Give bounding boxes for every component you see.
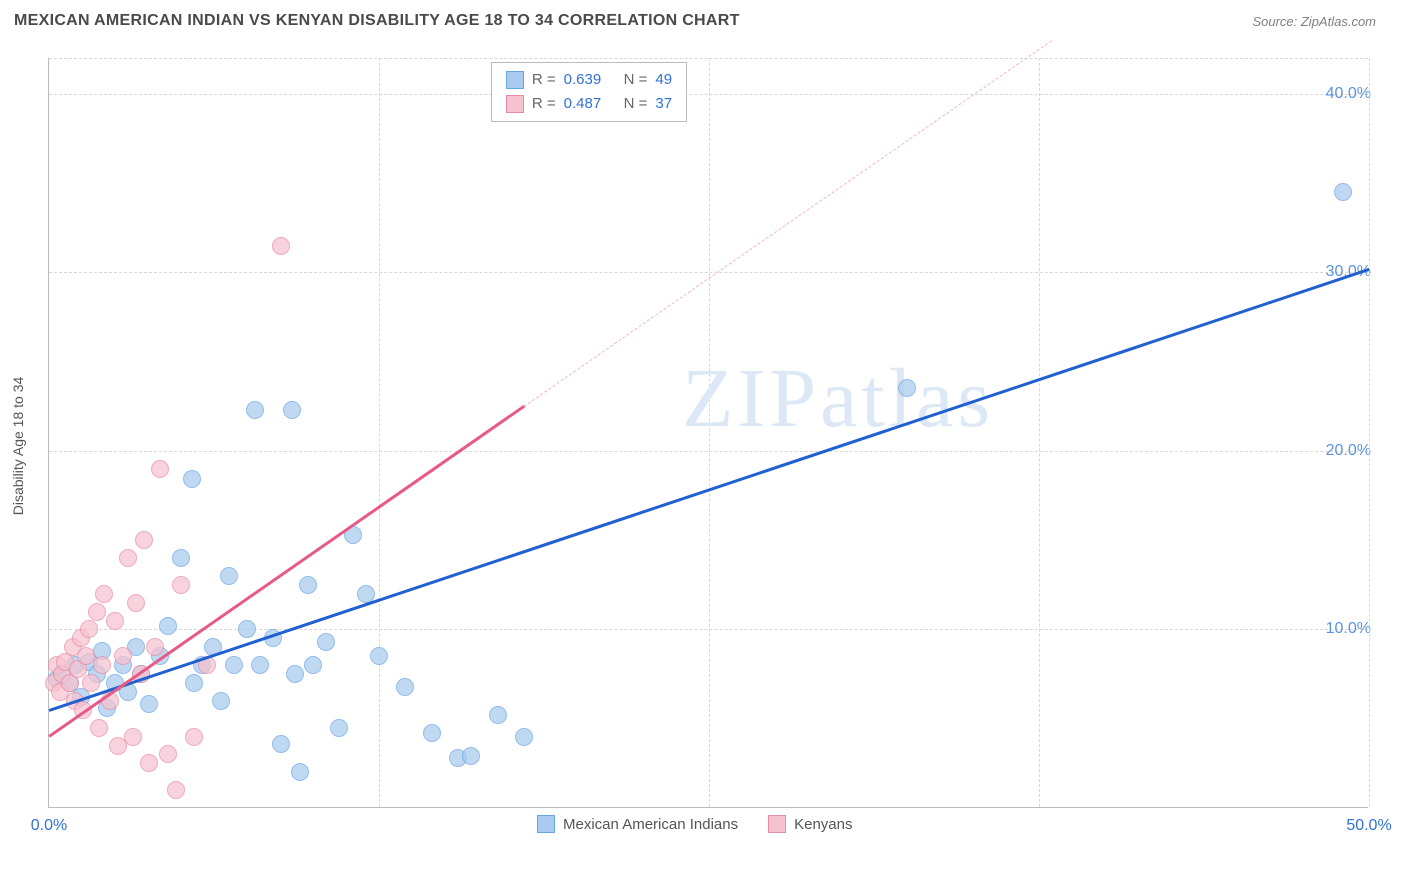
stats-row: R = 0.487 N = 37 xyxy=(506,92,672,116)
scatter-point xyxy=(159,745,177,763)
gridline-v xyxy=(379,58,380,807)
x-tick-label: 50.0% xyxy=(1346,817,1391,835)
scatter-point xyxy=(114,647,132,665)
scatter-point xyxy=(167,781,185,799)
scatter-point xyxy=(151,460,169,478)
scatter-point xyxy=(423,724,441,742)
scatter-point xyxy=(304,656,322,674)
scatter-point xyxy=(93,656,111,674)
scatter-chart: 10.0%20.0%30.0%40.0%0.0%50.0%ZIPatlasR =… xyxy=(48,58,1368,808)
stat-r-label: R = xyxy=(532,68,556,92)
stats-row: R = 0.639 N = 49 xyxy=(506,68,672,92)
scatter-point xyxy=(291,763,309,781)
scatter-point xyxy=(220,567,238,585)
scatter-point xyxy=(251,656,269,674)
scatter-point xyxy=(330,719,348,737)
scatter-point xyxy=(106,612,124,630)
scatter-point xyxy=(88,603,106,621)
stats-box: R = 0.639 N = 49 R = 0.487 N = 37 xyxy=(491,62,687,122)
y-tick-label: 10.0% xyxy=(1291,620,1371,638)
chart-title: MEXICAN AMERICAN INDIAN VS KENYAN DISABI… xyxy=(14,12,740,30)
scatter-point xyxy=(898,379,916,397)
legend-swatch xyxy=(537,815,555,833)
watermark: ZIPatlas xyxy=(682,350,994,447)
chart-source: Source: ZipAtlas.com xyxy=(1252,14,1376,29)
scatter-point xyxy=(185,728,203,746)
chart-header: MEXICAN AMERICAN INDIAN VS KENYAN DISABI… xyxy=(0,0,1406,38)
scatter-point xyxy=(212,692,230,710)
scatter-point xyxy=(462,747,480,765)
stat-r-label: R = xyxy=(532,92,556,116)
scatter-point xyxy=(80,620,98,638)
scatter-point xyxy=(317,633,335,651)
scatter-point xyxy=(370,647,388,665)
scatter-point xyxy=(140,695,158,713)
scatter-point xyxy=(489,706,507,724)
legend-item: Kenyans xyxy=(768,815,852,833)
scatter-point xyxy=(396,678,414,696)
trend-line xyxy=(48,405,525,737)
series-swatch xyxy=(506,71,524,89)
scatter-point xyxy=(95,585,113,603)
scatter-point xyxy=(90,719,108,737)
scatter-point xyxy=(127,594,145,612)
scatter-point xyxy=(225,656,243,674)
scatter-point xyxy=(185,674,203,692)
scatter-point xyxy=(238,620,256,638)
stat-n-value: 37 xyxy=(655,92,672,116)
scatter-point xyxy=(272,237,290,255)
scatter-point xyxy=(124,728,142,746)
stat-r-value: 0.487 xyxy=(564,92,616,116)
stat-n-label: N = xyxy=(624,68,648,92)
scatter-point xyxy=(82,674,100,692)
scatter-point xyxy=(299,576,317,594)
scatter-point xyxy=(172,549,190,567)
scatter-point xyxy=(272,735,290,753)
scatter-point xyxy=(515,728,533,746)
stat-r-value: 0.639 xyxy=(564,68,616,92)
stat-n-value: 49 xyxy=(655,68,672,92)
scatter-point xyxy=(146,638,164,656)
scatter-point xyxy=(140,754,158,772)
y-tick-label: 40.0% xyxy=(1291,85,1371,103)
y-tick-label: 20.0% xyxy=(1291,442,1371,460)
scatter-point xyxy=(183,470,201,488)
legend-swatch xyxy=(768,815,786,833)
gridline-v xyxy=(1369,58,1370,807)
scatter-point xyxy=(159,617,177,635)
x-tick-label: 0.0% xyxy=(31,817,67,835)
gridline-v xyxy=(1039,58,1040,807)
legend-item: Mexican American Indians xyxy=(537,815,738,833)
legend-label: Mexican American Indians xyxy=(563,816,738,833)
gridline-v xyxy=(709,58,710,807)
legend-label: Kenyans xyxy=(794,816,852,833)
scatter-point xyxy=(283,401,301,419)
series-swatch xyxy=(506,95,524,113)
scatter-point xyxy=(286,665,304,683)
scatter-point xyxy=(135,531,153,549)
legend: Mexican American Indians Kenyans xyxy=(537,815,852,833)
scatter-point xyxy=(246,401,264,419)
scatter-point xyxy=(119,549,137,567)
scatter-point xyxy=(1334,183,1352,201)
y-axis-label: Disability Age 18 to 34 xyxy=(10,377,26,516)
stat-n-label: N = xyxy=(624,92,648,116)
scatter-point xyxy=(172,576,190,594)
